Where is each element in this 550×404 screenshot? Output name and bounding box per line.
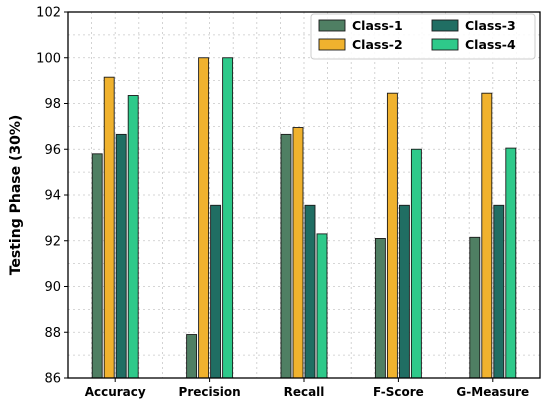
bar-class-1-precision: [186, 334, 198, 379]
x-tick-label: Accuracy: [85, 385, 146, 399]
bar-class-2-precision: [198, 57, 210, 379]
legend-label: Class-2: [352, 37, 403, 52]
y-tick-label: 88: [44, 326, 61, 341]
bar-class-2-accuracy: [103, 76, 115, 379]
legend-label: Class-3: [465, 18, 516, 33]
y-tick-label: 96: [44, 143, 61, 158]
y-axis: 86 88 90 92 94 96 98 100 102: [36, 6, 68, 387]
y-tick-label: 102: [36, 6, 61, 21]
bar-class-1-g-measure: [469, 236, 481, 379]
legend-swatch: [431, 38, 459, 51]
y-tick-label: 98: [44, 97, 61, 112]
bar-class-4-g-measure: [505, 147, 517, 379]
bar-class-4-precision: [222, 57, 234, 379]
legend-label: Class-4: [465, 37, 516, 52]
bar-class-3-recall: [304, 204, 316, 379]
y-tick-label: 92: [44, 234, 61, 249]
legend-label: Class-1: [352, 18, 403, 33]
bar-class-1-accuracy: [91, 153, 103, 379]
bar-class-2-recall: [292, 127, 304, 379]
bar-class-2-f-score: [386, 92, 398, 379]
x-tick-label: G-Measure: [456, 385, 529, 399]
bar-class-4-recall: [316, 233, 328, 379]
x-tick-label: Recall: [284, 385, 325, 399]
y-tick-label: 90: [44, 280, 61, 295]
bar-class-1-recall: [280, 133, 292, 379]
x-axis: Accuracy Precision Recall F-Score G-Measure: [85, 378, 529, 399]
legend-swatch: [318, 38, 346, 51]
y-axis-title: Testing Phase (30%): [8, 115, 24, 276]
legend: Class-1 Class-2 Class-3 Class-4: [310, 13, 536, 60]
bar-class-1-f-score: [374, 238, 386, 379]
y-tick-label: 94: [44, 189, 61, 204]
legend-swatch: [431, 19, 459, 32]
bar-class-3-f-score: [398, 204, 410, 379]
y-tick-label: 100: [36, 51, 61, 66]
bar-class-3-accuracy: [115, 133, 127, 379]
grid: [68, 11, 540, 379]
x-tick-label: F-Score: [373, 385, 424, 399]
bar-class-3-precision: [210, 204, 222, 379]
x-tick-label: Precision: [179, 385, 241, 399]
bar-class-2-g-measure: [481, 92, 493, 379]
y-tick-label: 86: [44, 372, 61, 387]
legend-box: [310, 13, 536, 60]
legend-swatch: [318, 19, 346, 32]
bar-class-4-f-score: [410, 148, 422, 379]
bar-class-4-accuracy: [127, 95, 139, 379]
bar-class-3-g-measure: [493, 204, 505, 379]
